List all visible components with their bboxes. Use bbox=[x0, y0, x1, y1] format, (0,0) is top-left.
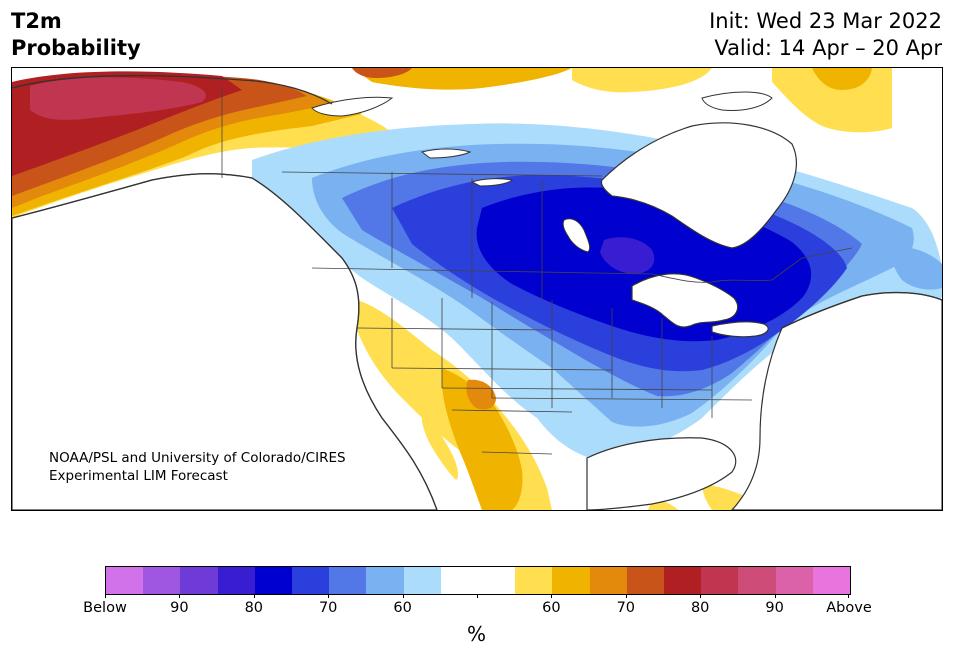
colorbar-tick bbox=[253, 594, 255, 598]
colorbar-tick bbox=[774, 594, 776, 598]
colorbar-tick bbox=[551, 594, 553, 598]
colorbar-segment bbox=[515, 567, 553, 594]
colorbar-segment bbox=[180, 567, 218, 594]
colorbar-segment bbox=[478, 567, 516, 594]
colorbar-segment bbox=[366, 567, 404, 594]
warm-region-baja bbox=[421, 408, 459, 480]
colorbar-segment bbox=[143, 567, 181, 594]
credit-line-1: NOAA/PSL and University of Colorado/CIRE… bbox=[49, 450, 346, 466]
title-line-1: T2m bbox=[11, 9, 62, 33]
colorbar-tick bbox=[848, 594, 849, 598]
warm-region-baffin-core bbox=[812, 68, 872, 90]
map-canvas bbox=[12, 68, 942, 510]
colorbar-segment bbox=[775, 567, 813, 594]
map-title: T2m Probability bbox=[11, 8, 141, 62]
credit-line-2: Experimental LIM Forecast bbox=[49, 468, 228, 484]
colorbar-unit: % bbox=[466, 622, 486, 646]
map-credit: NOAA/PSL and University of Colorado/CIRE… bbox=[49, 449, 346, 485]
coastlines bbox=[12, 74, 942, 510]
colorbar-segment bbox=[589, 567, 627, 594]
great-lakes bbox=[631, 273, 769, 338]
colorbar-labels: Below 90 80 70 60 60 70 80 90 Above bbox=[83, 600, 872, 618]
colorbar-label: Above bbox=[826, 600, 872, 616]
colorbar-segment bbox=[403, 567, 441, 594]
colorbar-tick bbox=[179, 594, 181, 598]
lake-winnipeg bbox=[562, 218, 591, 253]
colorbar-label: 80 bbox=[690, 600, 710, 616]
init-date: Init: Wed 23 Mar 2022 bbox=[709, 9, 942, 33]
warm-region-southwest-70 bbox=[442, 368, 523, 510]
warm-region-alaska-max bbox=[30, 77, 206, 120]
colorbar-segment bbox=[106, 567, 144, 594]
colorbar-tick bbox=[700, 594, 702, 598]
cold-region-newfoundland bbox=[891, 247, 942, 290]
colorbar-segment bbox=[738, 567, 776, 594]
hudson-bay bbox=[600, 122, 797, 249]
warm-region-arctic-islands-outer bbox=[572, 68, 712, 93]
colorbar-segment bbox=[626, 567, 665, 594]
colorbar-segment bbox=[329, 567, 367, 594]
colorbar-label: 60 bbox=[393, 600, 412, 616]
colorbar-segment bbox=[254, 567, 293, 594]
colorbar-segment bbox=[440, 567, 479, 594]
gulf-of-mexico bbox=[586, 437, 737, 510]
colorbar-tick-center bbox=[477, 594, 478, 598]
lake-athabasca bbox=[470, 178, 514, 187]
colorbar-segment bbox=[701, 567, 739, 594]
colorbar-tick bbox=[105, 594, 106, 598]
colorbar-segment bbox=[292, 567, 330, 594]
colorbar-label: 80 bbox=[244, 600, 264, 616]
warm-region-yukon-orange bbox=[352, 68, 412, 78]
colorbar-label: 70 bbox=[318, 600, 338, 616]
probability-colorbar bbox=[105, 566, 851, 595]
colorbar-ticks bbox=[105, 594, 849, 599]
great-slave-lake bbox=[420, 148, 472, 159]
valid-date-range: Valid: 14 Apr – 20 Apr bbox=[714, 36, 942, 60]
colorbar-label: 90 bbox=[765, 600, 784, 616]
warm-region-southwest-80 bbox=[466, 379, 496, 410]
colorbar-segment bbox=[217, 567, 255, 594]
title-line-2: Probability bbox=[11, 36, 141, 60]
colorbar-tick bbox=[402, 594, 404, 598]
colorbar-tick bbox=[625, 594, 627, 598]
colorbar-tick bbox=[328, 594, 330, 598]
arctic-ocean bbox=[311, 91, 773, 117]
colorbar-segment bbox=[552, 567, 590, 594]
colorbar-segment bbox=[812, 567, 851, 594]
colorbar-label: 90 bbox=[170, 600, 189, 616]
probability-map bbox=[11, 67, 943, 511]
forecast-dates: Init: Wed 23 Mar 2022 Valid: 14 Apr – 20… bbox=[709, 8, 942, 62]
colorbar-label: Below bbox=[83, 600, 127, 616]
cold-region-95 bbox=[600, 237, 655, 274]
warm-region-arctic-islands bbox=[352, 68, 572, 90]
colorbar-label: 60 bbox=[542, 600, 561, 616]
colorbar-segment bbox=[664, 567, 702, 594]
colorbar-label: 70 bbox=[616, 600, 636, 616]
political-borders bbox=[221, 88, 853, 455]
